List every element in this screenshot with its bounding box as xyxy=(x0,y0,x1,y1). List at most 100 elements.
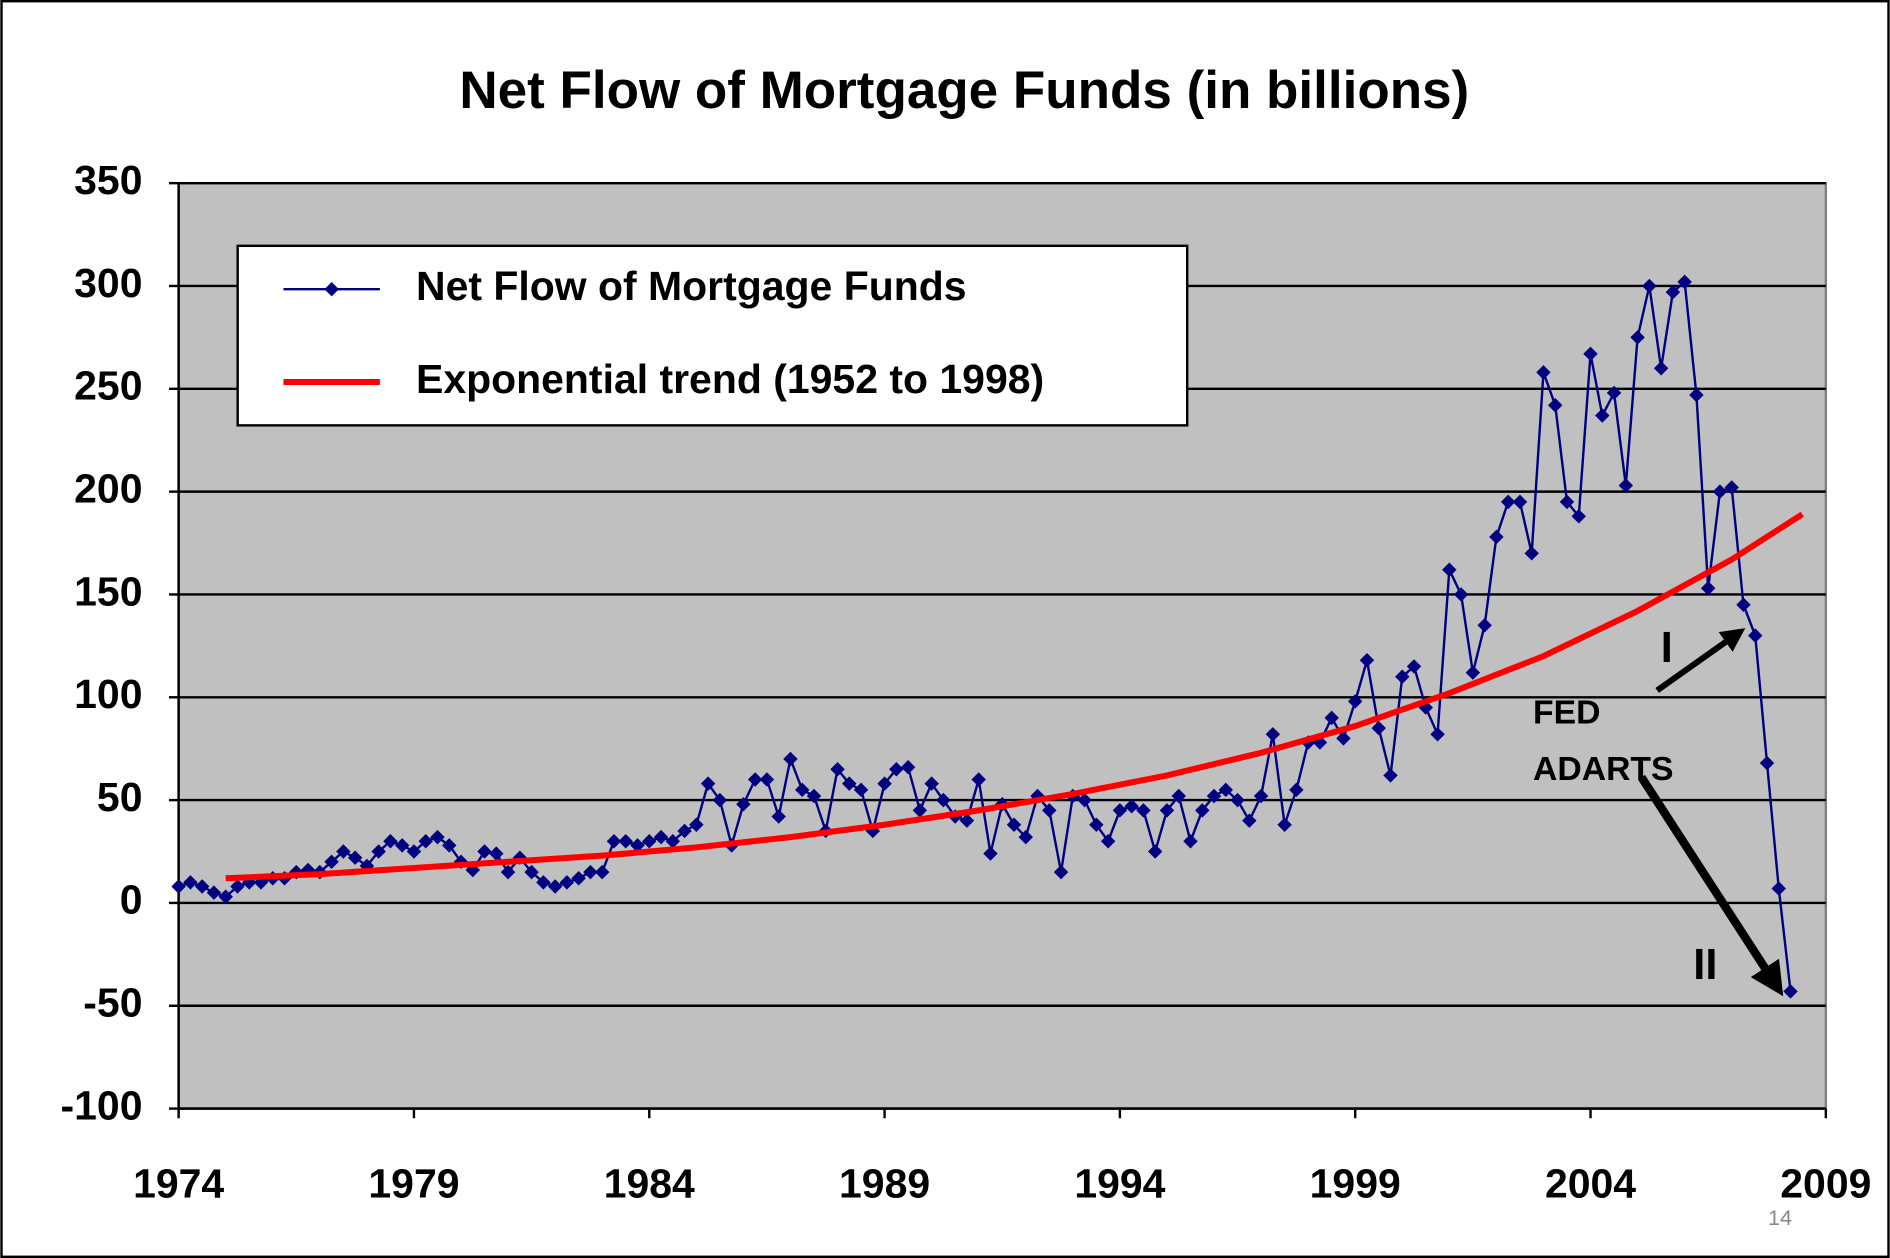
data-point xyxy=(912,803,928,818)
annotation: II xyxy=(1693,941,1717,989)
data-point xyxy=(1018,829,1033,845)
data-point xyxy=(1206,788,1222,804)
data-point xyxy=(1324,710,1339,726)
data-point xyxy=(689,817,704,833)
data-point xyxy=(1700,581,1716,596)
chart-title: Net Flow of Mortgage Funds (in billions) xyxy=(459,61,1469,120)
y-tick-label: -50 xyxy=(83,980,142,1026)
data-point xyxy=(1336,731,1351,746)
data-point xyxy=(206,885,222,900)
data-point xyxy=(665,834,681,849)
data-point xyxy=(230,879,245,894)
y-tick-label: 350 xyxy=(74,157,142,203)
data-point xyxy=(630,838,645,853)
arrow xyxy=(1637,774,1784,997)
data-point xyxy=(842,776,857,791)
data-point xyxy=(700,776,716,791)
data-point xyxy=(1665,284,1681,300)
arrow xyxy=(1655,628,1746,693)
x-tick-label: 2004 xyxy=(1545,1161,1636,1207)
data-point xyxy=(1453,587,1469,602)
annotation: I xyxy=(1661,624,1673,672)
y-tick-label: 300 xyxy=(74,260,142,306)
data-point xyxy=(1642,278,1657,294)
annotation: ADARTS xyxy=(1533,750,1674,788)
data-point xyxy=(1383,768,1398,783)
data-point xyxy=(1100,834,1116,849)
x-tick-label: 1999 xyxy=(1310,1161,1401,1207)
data-point xyxy=(218,889,233,904)
data-point xyxy=(606,834,622,849)
data-point xyxy=(489,846,504,861)
data-point xyxy=(394,838,410,853)
data-point xyxy=(171,879,186,894)
legend-label: Net Flow of Mortgage Funds xyxy=(416,263,967,309)
annotation: FED xyxy=(1533,693,1600,731)
data-point xyxy=(1112,803,1128,818)
data-point xyxy=(1759,755,1775,771)
data-point xyxy=(1253,788,1269,804)
data-point xyxy=(1395,669,1410,684)
data-point xyxy=(194,879,210,894)
x-tick-label: 1994 xyxy=(1074,1161,1165,1207)
data-point xyxy=(347,850,363,865)
legend-label: Exponential trend (1952 to 1998) xyxy=(416,356,1044,402)
x-tick-label: 1989 xyxy=(839,1161,930,1207)
data-point xyxy=(1559,494,1575,510)
data-point xyxy=(1277,817,1292,833)
data-point xyxy=(1465,665,1481,680)
data-point xyxy=(618,834,633,849)
data-point xyxy=(1783,984,1798,999)
data-point xyxy=(1536,365,1551,380)
data-point xyxy=(736,796,751,812)
series-line xyxy=(225,511,1804,882)
y-tick-label: 100 xyxy=(74,671,142,717)
data-point xyxy=(1006,817,1022,833)
data-point xyxy=(1512,494,1528,510)
data-point xyxy=(1359,653,1375,668)
y-tick-label: 150 xyxy=(74,568,142,614)
data-point xyxy=(653,829,669,845)
data-point xyxy=(1748,628,1763,643)
x-tick-label: 2009 xyxy=(1780,1161,1871,1207)
data-point xyxy=(806,788,822,804)
data-point xyxy=(583,864,598,880)
data-point xyxy=(442,838,457,853)
x-tick-label: 1974 xyxy=(133,1161,224,1207)
data-point xyxy=(1547,398,1563,413)
data-point xyxy=(1477,618,1492,633)
data-point xyxy=(1583,346,1598,362)
data-point xyxy=(430,829,445,845)
data-point xyxy=(371,844,386,859)
y-tick-label: 200 xyxy=(74,465,142,511)
data-point xyxy=(1230,792,1245,808)
data-point xyxy=(677,823,692,839)
data-point xyxy=(853,782,869,798)
data-point xyxy=(1042,803,1057,818)
data-point xyxy=(783,751,798,767)
data-point xyxy=(1289,782,1304,798)
data-point xyxy=(336,844,351,859)
page-number: 14 xyxy=(1768,1205,1792,1230)
data-point xyxy=(889,762,904,777)
x-tick-label: 1979 xyxy=(368,1161,459,1207)
data-point xyxy=(1500,494,1516,510)
data-point xyxy=(1136,803,1151,818)
legend xyxy=(236,244,1189,427)
y-tick-label: 0 xyxy=(120,877,143,923)
data-point xyxy=(1712,484,1728,499)
data-point xyxy=(1406,659,1422,674)
data-point xyxy=(1524,546,1539,561)
data-point xyxy=(1630,330,1645,345)
y-tick-label: 250 xyxy=(74,363,142,409)
data-point xyxy=(1147,844,1163,859)
data-point xyxy=(1689,387,1704,403)
data-point xyxy=(1171,788,1186,804)
data-point xyxy=(959,813,975,828)
data-point xyxy=(1242,813,1257,828)
data-point xyxy=(1077,792,1092,808)
data-point xyxy=(1195,803,1210,818)
y-tick-label: -100 xyxy=(61,1082,143,1128)
y-tick-label: 50 xyxy=(97,774,143,820)
